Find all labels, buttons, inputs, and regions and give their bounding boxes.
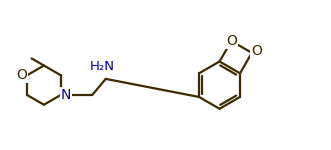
Text: H₂N: H₂N	[90, 60, 115, 73]
Text: N: N	[61, 88, 71, 102]
Text: O: O	[16, 68, 27, 82]
Text: O: O	[251, 44, 262, 58]
Text: O: O	[226, 34, 237, 48]
